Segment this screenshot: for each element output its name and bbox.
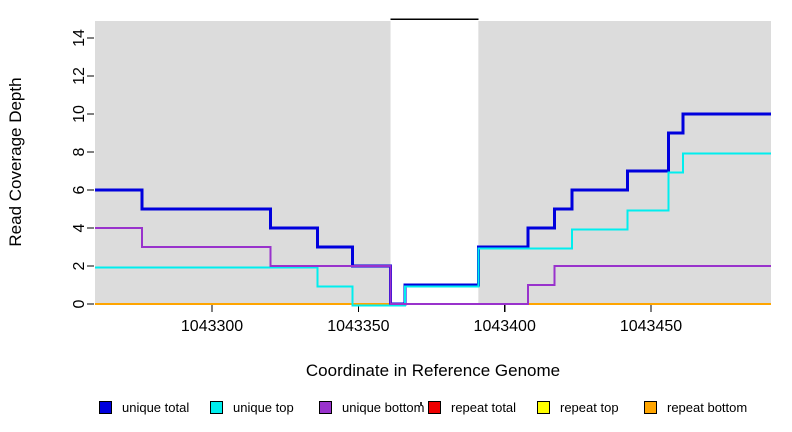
x-tick-label: 1043350	[327, 318, 389, 335]
y-tick-label: 10	[71, 105, 88, 123]
y-tick-label: 14	[71, 29, 88, 47]
y-tick-label: 8	[71, 147, 88, 156]
stray-mark	[420, 402, 422, 405]
y-tick-label: 4	[71, 223, 88, 232]
x-tick-label: 1043450	[620, 318, 682, 335]
series-unique-bottom	[95, 227, 771, 305]
y-tick-label: 2	[71, 261, 88, 270]
y-axis-title: Read Coverage Depth	[6, 77, 25, 247]
masked-region	[390, 21, 479, 304]
series-unique-top	[95, 152, 771, 307]
y-tick-label: 0	[71, 299, 88, 308]
x-axis-title: Coordinate in Reference Genome	[305, 361, 561, 380]
y-tick-label: 12	[71, 67, 88, 85]
x-tick-label: 1043300	[181, 318, 243, 335]
x-tick-label: 1043400	[474, 318, 536, 335]
y-tick-label: 6	[71, 185, 88, 194]
